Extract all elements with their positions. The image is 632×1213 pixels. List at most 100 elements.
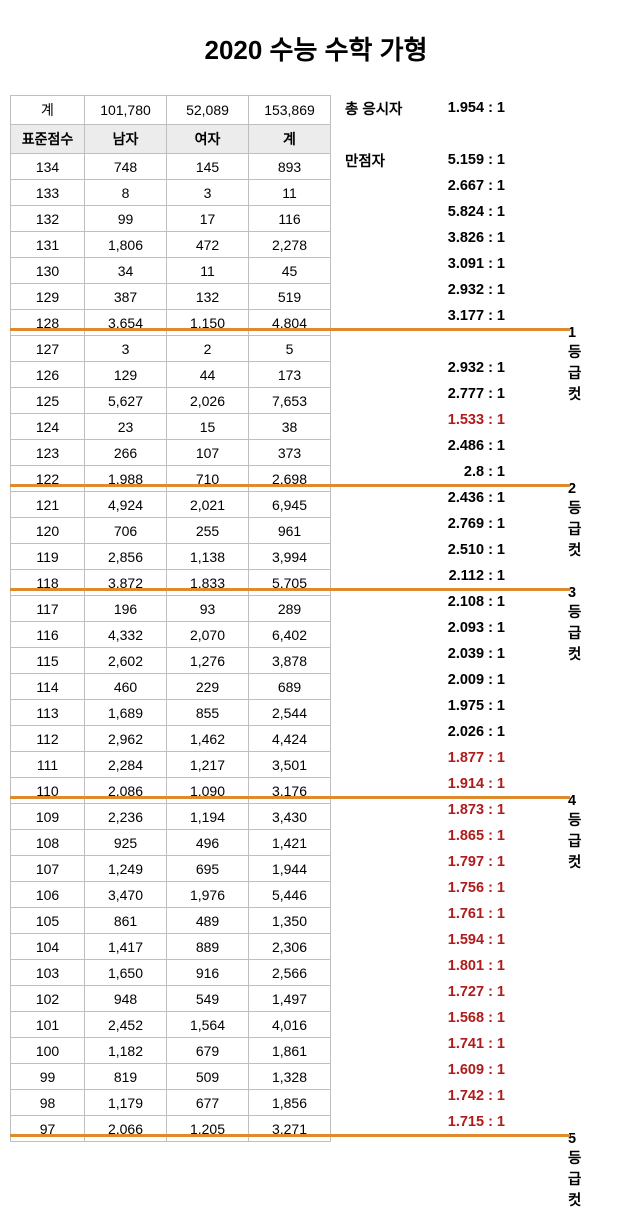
cell-male: 3: [85, 336, 167, 362]
ratio-row: [345, 329, 505, 355]
ratio-row: 1.801 : 1: [345, 953, 505, 979]
table-row: 1152,6021,2763,878: [11, 648, 331, 674]
cell-total: 45: [249, 258, 331, 284]
table-row: 129387132519: [11, 284, 331, 310]
cell-female: 1,217: [167, 752, 249, 778]
ratio-value: 2.769 : 1: [425, 516, 505, 532]
cell-male: 266: [85, 440, 167, 466]
cell-total: 3,176: [249, 778, 331, 804]
table-row: 114460229689: [11, 674, 331, 700]
cell-male: 2,066: [85, 1116, 167, 1142]
cell-female: 889: [167, 934, 249, 960]
table-row: 130341145: [11, 258, 331, 284]
ratio-value: 1.761 : 1: [425, 906, 505, 922]
ratio-row: 1.727 : 1: [345, 979, 505, 1005]
ratio-value: 2.510 : 1: [425, 542, 505, 558]
cell-total: 1,861: [249, 1038, 331, 1064]
table-row: 998195091,328: [11, 1064, 331, 1090]
ratio-value: 1.756 : 1: [425, 880, 505, 896]
cell-male: 99: [85, 206, 167, 232]
ratio-value: 3.177 : 1: [425, 308, 505, 324]
cell-male: 5,627: [85, 388, 167, 414]
cell-total: 2,278: [249, 232, 331, 258]
cell-female: 1,976: [167, 882, 249, 908]
ratio-row: 3.826 : 1: [345, 225, 505, 251]
header-row: 표준점수 남자 여자 계: [11, 125, 331, 154]
cell-female: 472: [167, 232, 249, 258]
cell-female: 255: [167, 518, 249, 544]
cell-score: 97: [11, 1116, 85, 1142]
cell-female: 509: [167, 1064, 249, 1090]
ratio-side-label: 만점자: [345, 150, 403, 171]
table-row: 123266107373: [11, 440, 331, 466]
ratio-row: 1.877 : 1: [345, 745, 505, 771]
hdr-male: 남자: [85, 125, 167, 154]
cell-female: 489: [167, 908, 249, 934]
table-row: 1255,6272,0267,653: [11, 388, 331, 414]
page-title: 2020 수능 수학 가형: [10, 30, 622, 67]
ratio-value: 2.932 : 1: [425, 360, 505, 376]
cell-total: 2,544: [249, 700, 331, 726]
cell-female: 679: [167, 1038, 249, 1064]
table-row: 981,1796771,856: [11, 1090, 331, 1116]
cell-score: 98: [11, 1090, 85, 1116]
ratio-row: 2.039 : 1: [345, 641, 505, 667]
totals-label: 계: [11, 96, 85, 125]
ratio-row: 1.609 : 1: [345, 1057, 505, 1083]
ratio-row: 1.797 : 1: [345, 849, 505, 875]
table-row: 127325: [11, 336, 331, 362]
cell-score: 113: [11, 700, 85, 726]
ratio-row: 2.932 : 1: [345, 355, 505, 381]
cell-male: 2,452: [85, 1012, 167, 1038]
cell-male: 819: [85, 1064, 167, 1090]
cell-score: 103: [11, 960, 85, 986]
ratio-row: 5.824 : 1: [345, 199, 505, 225]
cell-score: 123: [11, 440, 85, 466]
cell-female: 1,833: [167, 570, 249, 596]
table-row: 1122,9621,4624,424: [11, 726, 331, 752]
cell-total: 1,350: [249, 908, 331, 934]
score-table: 계 101,780 52,089 153,869 표준점수 남자 여자 계 13…: [10, 95, 331, 1142]
cell-total: 1,497: [249, 986, 331, 1012]
cell-male: 1,650: [85, 960, 167, 986]
table-row: 1329917116: [11, 206, 331, 232]
grade-cut-line: [10, 328, 570, 331]
ratio-value: 1.533 : 1: [425, 412, 505, 428]
ratio-value: 1.877 : 1: [425, 750, 505, 766]
cell-score: 130: [11, 258, 85, 284]
cell-score: 115: [11, 648, 85, 674]
cell-score: 112: [11, 726, 85, 752]
cell-total: 5,705: [249, 570, 331, 596]
ratio-value: 2.436 : 1: [425, 490, 505, 506]
totals-female: 52,089: [167, 96, 249, 125]
cell-male: 2,284: [85, 752, 167, 778]
cell-total: 6,945: [249, 492, 331, 518]
cell-total: 961: [249, 518, 331, 544]
cell-total: 3,501: [249, 752, 331, 778]
cell-female: 145: [167, 154, 249, 180]
cell-male: 1,182: [85, 1038, 167, 1064]
cell-female: 1,564: [167, 1012, 249, 1038]
cell-male: 2,856: [85, 544, 167, 570]
table-row: 124231538: [11, 414, 331, 440]
ratio-row: 1.756 : 1: [345, 875, 505, 901]
grade-cut-label: 2등급컷: [568, 481, 581, 560]
ratio-row: 2.510 : 1: [345, 537, 505, 563]
cell-female: 15: [167, 414, 249, 440]
grade-cut-line: [10, 796, 570, 799]
ratio-value: 5.824 : 1: [425, 204, 505, 220]
cell-female: 107: [167, 440, 249, 466]
cell-female: 677: [167, 1090, 249, 1116]
cell-total: 6,402: [249, 622, 331, 648]
cell-score: 108: [11, 830, 85, 856]
cell-score: 131: [11, 232, 85, 258]
table-row: 1063,4701,9765,446: [11, 882, 331, 908]
grade-cut-line: [10, 484, 570, 487]
table-row: 120706255961: [11, 518, 331, 544]
cell-score: 116: [11, 622, 85, 648]
table-row: 1183,8721,8335,705: [11, 570, 331, 596]
ratio-value: 3.826 : 1: [425, 230, 505, 246]
cell-score: 102: [11, 986, 85, 1012]
ratio-value: 1.797 : 1: [425, 854, 505, 870]
cell-score: 106: [11, 882, 85, 908]
